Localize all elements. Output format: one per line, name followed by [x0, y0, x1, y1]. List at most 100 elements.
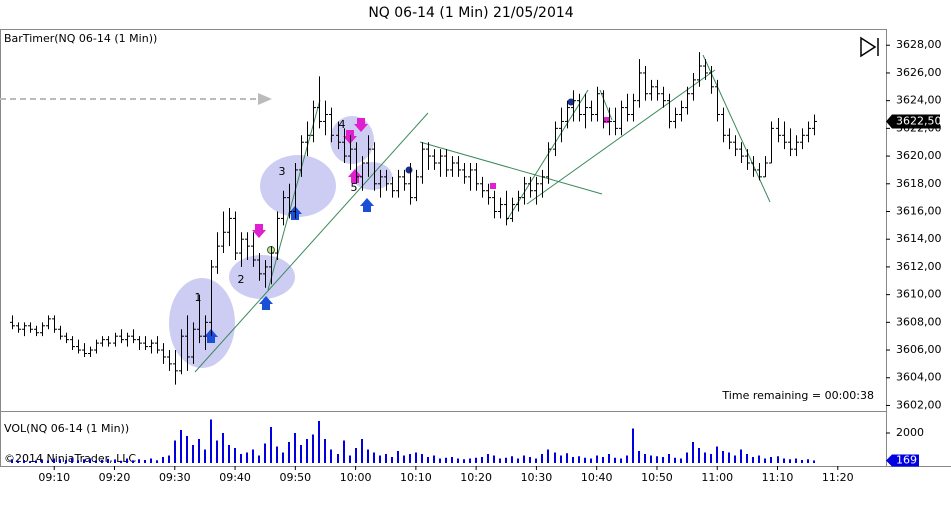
- volume-bar: [487, 454, 489, 463]
- volume-bar: [343, 440, 345, 463]
- volume-bar: [95, 460, 97, 463]
- volume-bar: [584, 457, 586, 463]
- volume-title: VOL(NQ 06-14 (1 Min)): [4, 422, 129, 435]
- volume-bar: [746, 454, 748, 463]
- volume-bar: [65, 460, 67, 463]
- volume-bar: [535, 458, 537, 463]
- volume-bar: [572, 457, 574, 463]
- volume-bar: [397, 451, 399, 463]
- volume-bar: [566, 453, 568, 463]
- play-icon[interactable]: [860, 36, 879, 58]
- volume-bar: [59, 459, 61, 463]
- volume-bar: [789, 459, 791, 463]
- volume-bar: [692, 442, 694, 463]
- volume-bar: [264, 443, 266, 463]
- volume-bar: [186, 436, 188, 463]
- volume-bar: [686, 452, 688, 463]
- x-tick-label: 10:50: [641, 471, 673, 484]
- y-tick-label: 3610,00: [896, 288, 942, 301]
- volume-bar: [614, 457, 616, 463]
- trend-line: [267, 99, 321, 291]
- volume-bar: [222, 433, 224, 463]
- volume-bar: [71, 457, 73, 463]
- volume-bar: [282, 452, 284, 463]
- volume-bar: [258, 455, 260, 463]
- x-tick-label: 09:20: [99, 471, 131, 484]
- volume-bar: [312, 434, 314, 463]
- arrow-up: [348, 169, 362, 183]
- volume-bar: [770, 457, 772, 463]
- volume-bar: [481, 457, 483, 463]
- timer-text: Time remaining = 00:00:38: [721, 389, 874, 402]
- x-tick-label: 10:30: [521, 471, 553, 484]
- volume-bar: [560, 455, 562, 463]
- y-tick-label: 3606,00: [896, 343, 942, 356]
- volume-bar: [276, 446, 278, 463]
- volume-bar: [445, 457, 447, 463]
- volume-bar: [361, 439, 363, 463]
- volume-bar: [650, 455, 652, 463]
- volume-bar: [318, 421, 320, 463]
- volume-bar: [716, 446, 718, 463]
- y-tick-label: 2000: [896, 426, 924, 439]
- volume-bar: [89, 458, 91, 463]
- volume-bar: [11, 459, 13, 463]
- last-price-label: 3622,50: [896, 114, 942, 127]
- volume-bar: [41, 459, 43, 463]
- y-tick-label: 3626,00: [896, 66, 942, 79]
- volume-bar: [680, 458, 682, 463]
- volume-bar: [17, 460, 19, 463]
- volume-bar: [668, 454, 670, 463]
- volume-bar: [385, 454, 387, 463]
- volume-bar: [813, 460, 815, 463]
- volume-bar: [608, 454, 610, 463]
- volume-bar: [294, 433, 296, 463]
- last-price-box: [886, 114, 940, 129]
- volume-bar: [198, 439, 200, 463]
- volume-bar: [415, 452, 417, 463]
- volume-bar: [807, 459, 809, 463]
- x-tick-label: 10:00: [340, 471, 372, 484]
- volume-bar: [511, 456, 513, 463]
- volume-bar: [662, 457, 664, 463]
- volume-bar: [210, 419, 212, 463]
- volume-bar: [240, 454, 242, 463]
- chart-title: NQ 06-14 (1 Min) 21/05/2014: [368, 5, 573, 21]
- volume-bar: [451, 457, 453, 463]
- volume-bar: [246, 452, 248, 463]
- square-marker: [490, 183, 496, 189]
- highlight: [229, 255, 295, 299]
- volume-bar: [777, 456, 779, 463]
- volume-bar: [168, 455, 170, 463]
- dot-marker: [405, 166, 413, 174]
- volume-bar: [463, 459, 465, 463]
- volume-bar: [469, 458, 471, 463]
- x-tick-label: 10:10: [400, 471, 432, 484]
- volume-bar: [638, 451, 640, 463]
- volume-bar: [367, 449, 369, 463]
- last-volume-label: 169: [896, 453, 917, 466]
- x-tick-label: 09:10: [38, 471, 70, 484]
- y-tick-label: 3616,00: [896, 204, 942, 217]
- volume-bar: [83, 459, 85, 463]
- volume-bar: [554, 452, 556, 463]
- arrow-up: [360, 198, 374, 212]
- copyright: ©2014 NinjaTrader, LLC: [4, 452, 136, 465]
- volume-bar: [132, 460, 134, 463]
- volume-bar: [523, 455, 525, 463]
- volume-bar: [505, 457, 507, 463]
- highlight: [260, 155, 336, 217]
- volume-bar: [602, 457, 604, 463]
- highlight: [169, 278, 235, 368]
- indicator-label: BarTimer(NQ 06-14 (1 Min)): [4, 32, 157, 45]
- volume-bar: [421, 454, 423, 463]
- volume-bar: [162, 457, 164, 463]
- volume-bar: [47, 460, 49, 463]
- volume-bar: [373, 452, 375, 463]
- annotation: 5: [351, 181, 358, 194]
- volume-bar: [288, 442, 290, 463]
- play-triangle[interactable]: [860, 36, 877, 58]
- last-volume-box: [886, 454, 919, 467]
- volume-bar: [578, 456, 580, 463]
